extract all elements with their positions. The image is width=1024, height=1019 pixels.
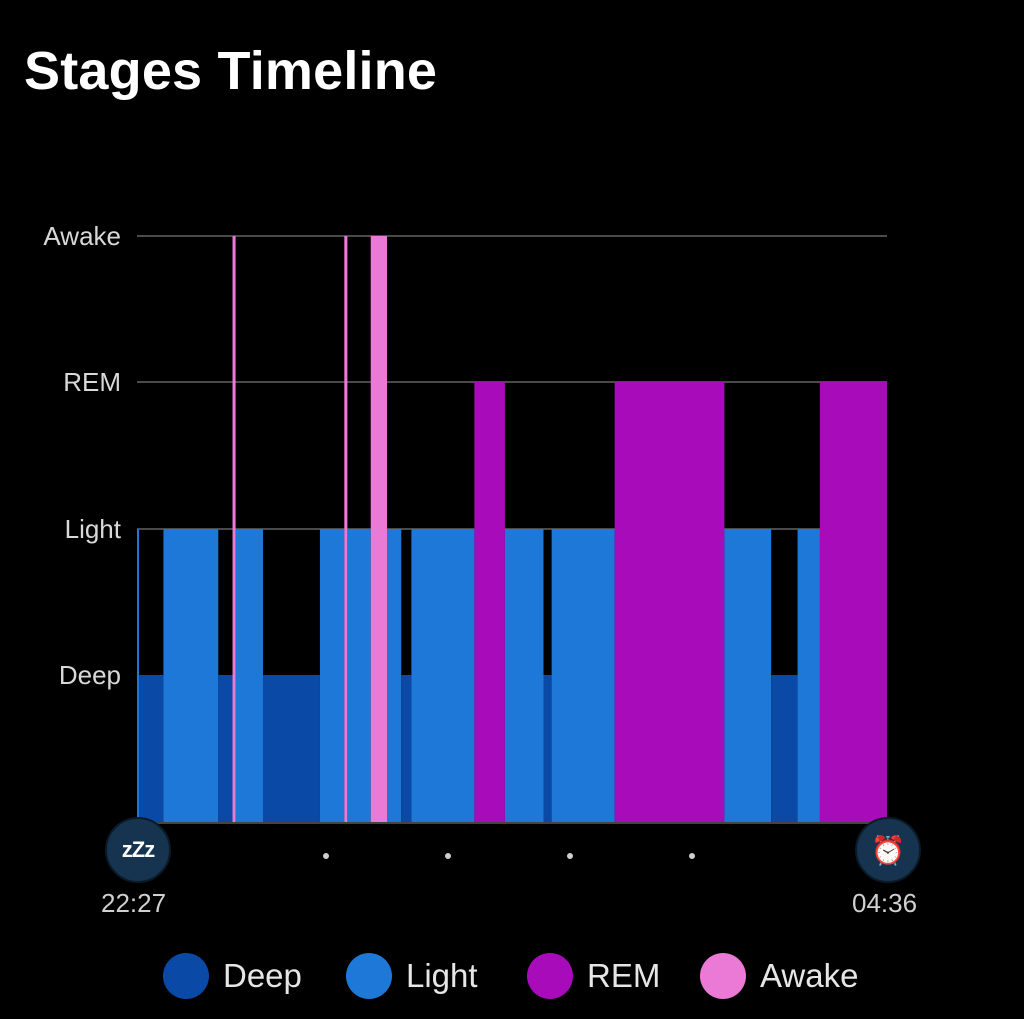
stage-bar-light bbox=[387, 529, 402, 823]
legend-swatch-deep bbox=[163, 953, 209, 999]
stage-bar-light bbox=[411, 529, 475, 823]
y-tick-awake: Awake bbox=[43, 221, 121, 251]
stage-bar-light bbox=[235, 529, 264, 823]
timeline-dot bbox=[323, 853, 329, 859]
chart-grid bbox=[137, 235, 887, 530]
legend-item-awake: Awake bbox=[700, 948, 858, 1004]
stage-bar-light bbox=[551, 529, 615, 823]
sleep-zzz-icon: zZz bbox=[121, 837, 155, 862]
stage-bar-deep bbox=[218, 675, 233, 823]
legend-item-light: Light bbox=[346, 948, 478, 1004]
legend-label-deep: Deep bbox=[223, 957, 302, 994]
legend-label-awake: Awake bbox=[760, 957, 859, 994]
stage-bar-light bbox=[504, 529, 544, 823]
legend-label-rem: REM bbox=[587, 957, 661, 994]
stage-bar-awake bbox=[370, 236, 387, 823]
stage-bar-deep bbox=[139, 675, 164, 823]
y-tick-deep: Deep bbox=[59, 660, 121, 690]
y-tick-light: Light bbox=[65, 514, 122, 544]
alarm-clock-icon: ⏰ bbox=[870, 833, 906, 867]
legend-item-deep: Deep bbox=[163, 948, 302, 1004]
stage-bar-light bbox=[319, 529, 345, 823]
stage-bar-rem bbox=[614, 382, 725, 823]
legend-swatch-awake bbox=[700, 953, 746, 999]
legend-item-rem: REM bbox=[527, 948, 660, 1004]
stages-chart: Deep Light REM Awake bbox=[43, 221, 887, 824]
stage-bar-deep bbox=[401, 675, 412, 823]
timeline-dot bbox=[445, 853, 451, 859]
stage-bars bbox=[137, 236, 887, 823]
end-time-label: 04:36 bbox=[852, 888, 918, 918]
stage-bar-awake bbox=[344, 236, 348, 823]
stage-bar-light bbox=[163, 529, 219, 823]
legend-swatch-light bbox=[346, 953, 392, 999]
timeline-dot bbox=[567, 853, 573, 859]
timeline-dot bbox=[689, 853, 695, 859]
stage-bar-light bbox=[797, 529, 820, 823]
stage-bar-awake bbox=[232, 236, 236, 823]
legend-label-light: Light bbox=[406, 957, 478, 994]
y-axis-ticks: Deep Light REM Awake bbox=[43, 221, 121, 690]
stage-bar-deep bbox=[771, 675, 798, 823]
start-time-label: 22:27 bbox=[101, 888, 167, 918]
y-tick-rem: REM bbox=[63, 367, 121, 397]
stage-bar-light bbox=[137, 529, 140, 823]
stage-bar-light bbox=[724, 529, 772, 823]
page-title: Stages Timeline bbox=[24, 41, 438, 101]
legend-swatch-rem bbox=[527, 953, 573, 999]
stage-bar-light bbox=[347, 529, 371, 823]
stage-bar-deep bbox=[543, 675, 552, 823]
stage-bar-rem bbox=[474, 382, 505, 823]
chart-legend: Deep Light REM Awake bbox=[0, 948, 1024, 1004]
stage-bar-deep bbox=[263, 675, 320, 823]
wake-end-marker: ⏰ bbox=[855, 817, 921, 883]
sleep-start-marker: zZz bbox=[105, 817, 171, 883]
stage-bar-rem bbox=[819, 382, 887, 823]
